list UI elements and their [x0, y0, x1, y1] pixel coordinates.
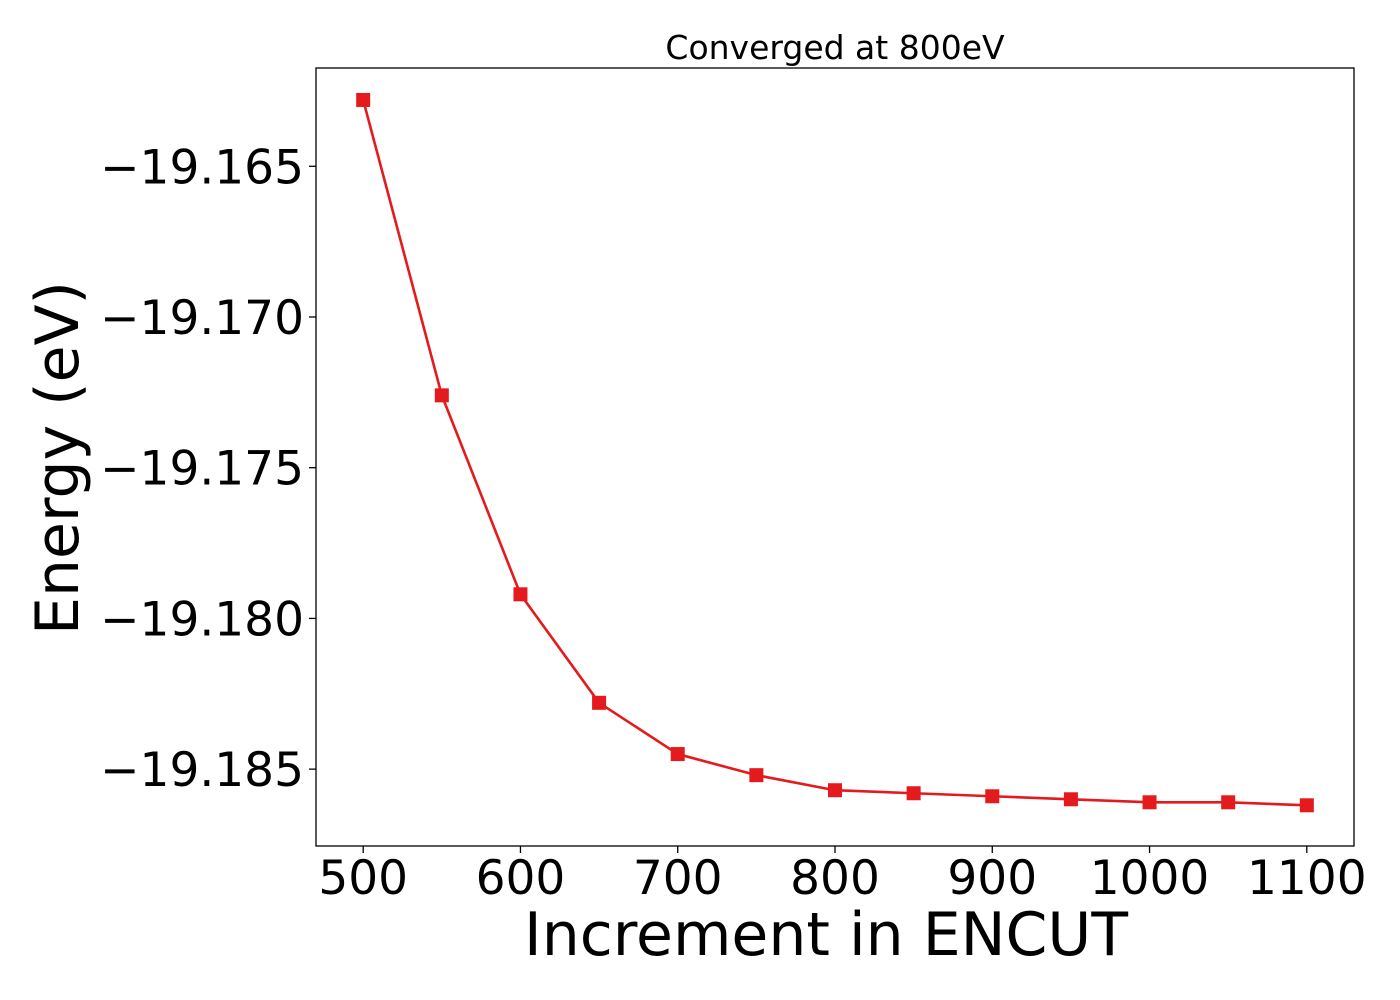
data-point-marker	[434, 388, 449, 403]
y-tick-label: −19.180	[100, 592, 304, 647]
x-axis: 500 600 700 800 900 1000 1100	[318, 846, 1367, 906]
data-point-marker	[828, 783, 842, 798]
y-tick-label: −19.175	[100, 442, 304, 497]
data-point-marker	[670, 747, 685, 762]
x-tick-label: 600	[476, 851, 566, 906]
x-tick-label: 900	[947, 851, 1037, 906]
data-point-marker	[592, 695, 607, 710]
plot-area	[356, 92, 1314, 813]
data-point-marker	[356, 92, 371, 107]
y-tick-label: −19.165	[100, 140, 304, 195]
data-point-marker	[1221, 795, 1236, 810]
data-point-marker	[906, 786, 921, 801]
y-axis: −19.165 −19.170 −19.175 −19.180 −19.185	[100, 140, 316, 798]
data-point-marker	[1299, 798, 1314, 813]
chart-title: Converged at 800eV	[665, 28, 1005, 67]
data-point-marker	[1142, 795, 1157, 810]
x-tick-label: 1000	[1090, 851, 1210, 906]
y-axis-label: Energy (eV)	[23, 281, 93, 635]
data-point-marker	[985, 789, 1000, 804]
data-point-marker	[749, 768, 764, 783]
x-tick-label: 700	[633, 851, 723, 906]
series-line	[361, 99, 1307, 807]
plot-frame	[315, 67, 1355, 847]
x-tick-label: 1100	[1247, 851, 1367, 906]
x-tick-label: 800	[790, 851, 880, 906]
x-tick-label: 500	[318, 851, 408, 906]
y-tick-label: −19.185	[100, 743, 304, 798]
data-point-marker	[1063, 792, 1078, 807]
x-axis-label: Increment in ENCUT	[524, 900, 1128, 970]
y-tick-label: −19.170	[100, 291, 304, 346]
data-point-marker	[513, 587, 528, 602]
